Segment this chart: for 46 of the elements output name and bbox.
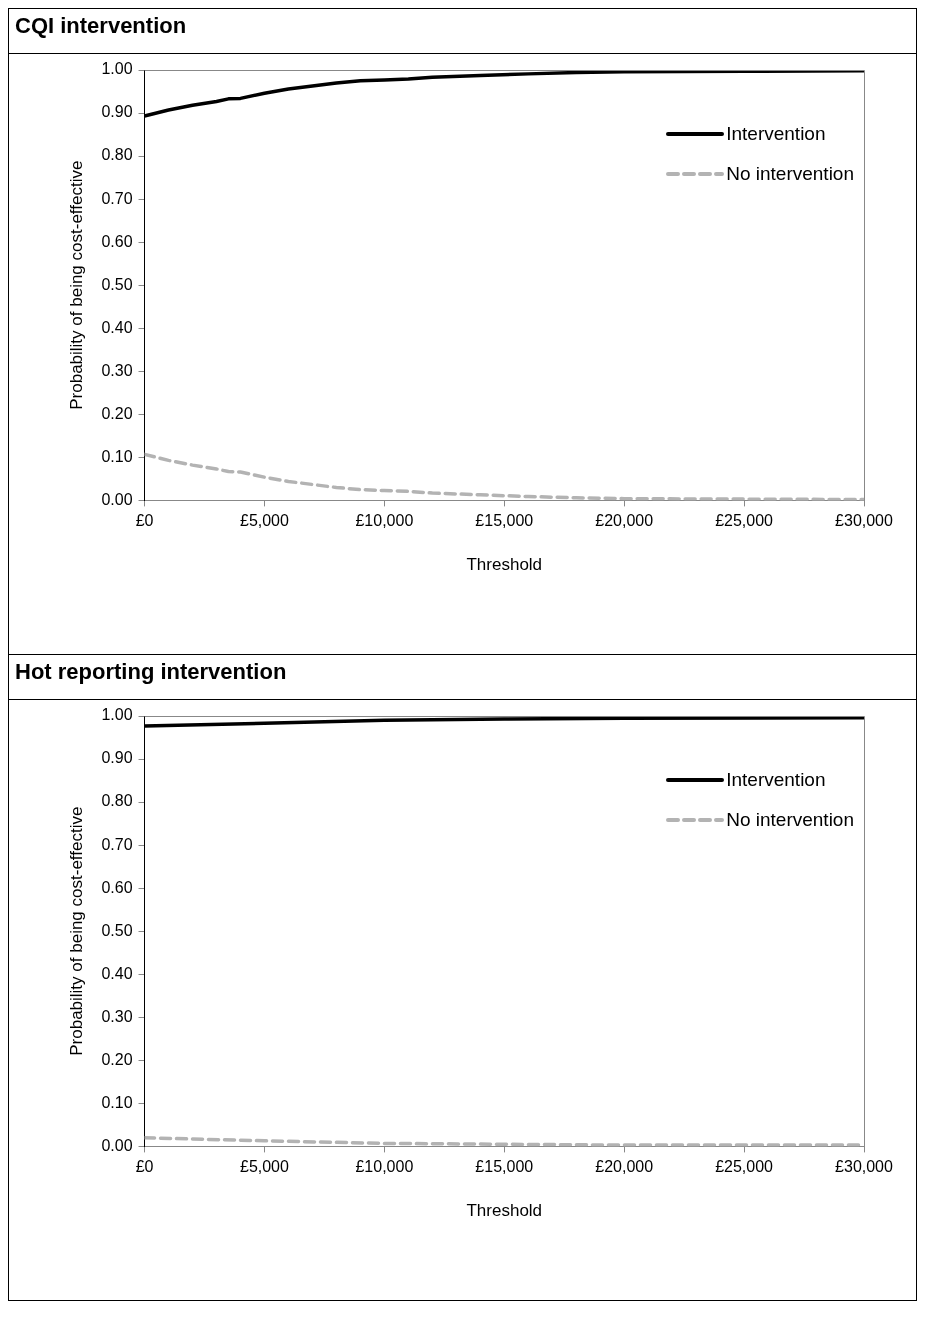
y-tick-label: 0.20 [101,1050,133,1068]
y-tick-label: 0.10 [101,447,133,465]
y-tick-label: 0.10 [101,1093,133,1111]
x-tick-label: £15,000 [475,1158,534,1176]
y-tick-label: 0.90 [101,103,133,121]
x-tick-label: £15,000 [475,512,534,530]
x-tick-label: £10,000 [355,512,414,530]
y-axis-title: Probability of being cost-effective [66,160,86,410]
y-tick-label: 0.70 [101,189,133,207]
y-tick-label: 0.60 [101,232,133,250]
x-tick-label: £25,000 [715,512,774,530]
x-tick-label: £20,000 [595,512,654,530]
y-tick-label: 0.50 [101,921,133,939]
x-tick-label: £5,000 [239,512,290,530]
chart-title: Hot reporting intervention [9,655,916,700]
y-tick-label: 0.70 [101,835,133,853]
y-axis-title: Probability of being cost-effective [66,806,86,1056]
y-tick-label: 0.90 [101,749,133,767]
x-axis-title: Threshold [466,555,543,575]
x-tick-label: £30,000 [835,512,894,530]
y-tick-label: 0.20 [101,404,133,422]
x-tick-label: £20,000 [595,1158,654,1176]
y-tick-label: 0.80 [101,146,133,164]
y-tick-label: 1.00 [101,706,133,724]
y-tick-label: 0.60 [101,878,133,896]
y-tick-label: 0.40 [101,964,133,982]
legend-label: No intervention [726,809,854,831]
y-tick-label: 1.00 [101,60,133,78]
x-tick-label: £25,000 [715,1158,774,1176]
y-tick-label: 0.80 [101,792,133,810]
y-tick-label: 0.50 [101,275,133,293]
chart-title: CQI intervention [9,9,916,54]
x-tick-label: £10,000 [355,1158,414,1176]
y-tick-label: 0.30 [101,1007,133,1025]
x-tick-label: £5,000 [239,1158,290,1176]
x-tick-label: £0 [135,1158,154,1176]
y-tick-label: 0.30 [101,361,133,379]
y-tick-label: 0.00 [101,490,133,508]
x-tick-label: £30,000 [835,1158,894,1176]
y-tick-label: 0.40 [101,318,133,336]
y-tick-label: 0.00 [101,1136,133,1154]
legend-label: No intervention [726,163,854,185]
x-tick-label: £0 [135,512,154,530]
legend-label: Intervention [726,123,826,145]
legend-label: Intervention [726,769,826,791]
x-axis-title: Threshold [466,1201,543,1221]
